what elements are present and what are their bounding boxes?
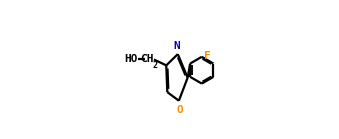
- Text: F: F: [204, 51, 211, 61]
- Text: HO: HO: [124, 54, 137, 64]
- Text: 2: 2: [153, 61, 158, 70]
- Text: CH: CH: [140, 54, 154, 64]
- Text: N: N: [174, 41, 180, 51]
- Text: O: O: [176, 105, 183, 115]
